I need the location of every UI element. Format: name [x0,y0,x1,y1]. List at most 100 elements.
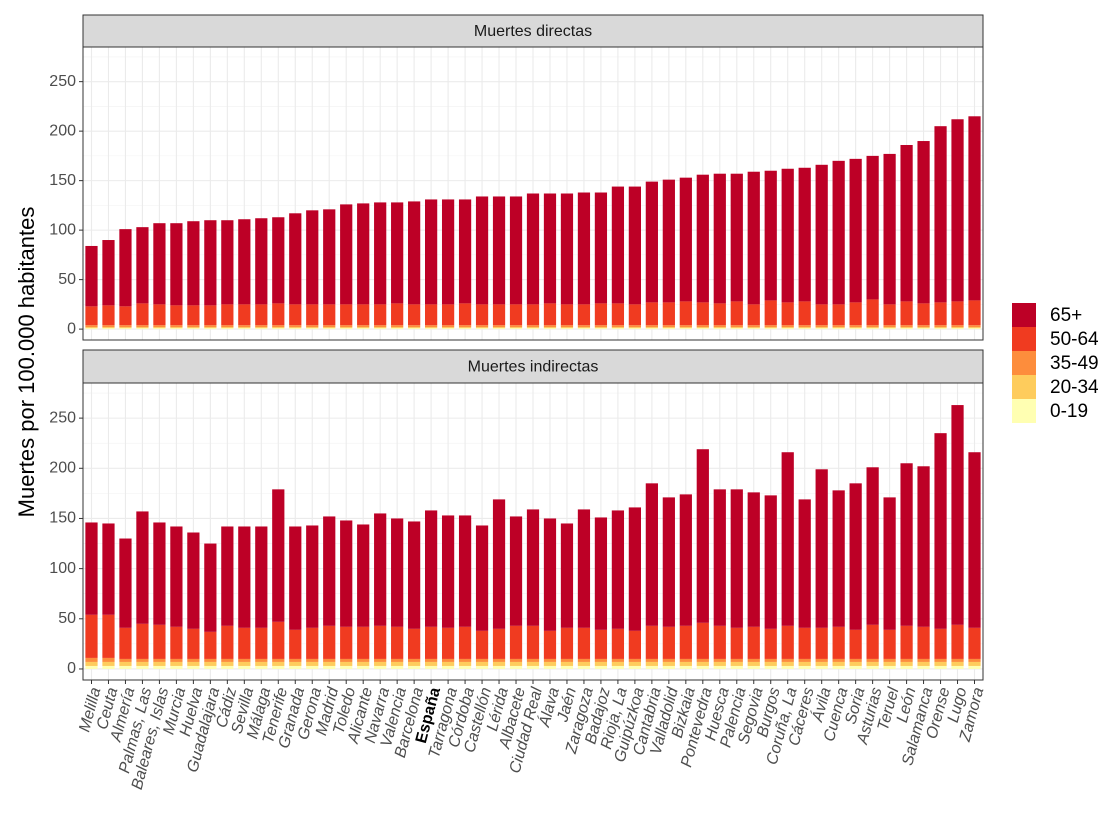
bar-segment [730,328,743,330]
bar-segment [272,661,285,666]
bar-segment [475,658,489,662]
bar-segment [425,199,438,305]
bar-segment [764,327,777,329]
bar-segment [408,521,421,629]
bar-segment [475,525,489,631]
bar-segment [153,304,166,326]
bar-segment [611,661,625,666]
bar-segment [221,325,234,328]
bar-segment [204,631,217,659]
bar-segment [594,517,608,630]
bar-segment [238,327,251,329]
bar-segment [713,658,726,662]
bar-segment [526,665,540,669]
bar-segment [917,141,930,304]
bar-segment [255,325,268,328]
bar-segment [849,328,862,330]
bar-segment [289,327,302,329]
bar-segment [357,328,370,330]
bar-segment [441,627,455,659]
bar-segment [917,303,930,326]
bar-segment [679,177,692,302]
bar-segment [764,495,777,629]
bar-segment [713,489,726,626]
bar-segment [509,658,523,662]
bar-segment [645,327,658,329]
bar-segment [255,218,268,305]
bar-segment [187,658,200,662]
bar-segment [458,199,472,304]
bar-segment [560,627,574,659]
bar-segment [238,328,251,330]
bar-segment [170,305,183,326]
bar-segment [255,661,268,666]
bar-segment [526,509,540,626]
bar-segment [815,469,828,628]
bar-segment [119,327,132,329]
bar-segment [781,327,794,329]
bar-segment [441,665,455,669]
bar-segment [594,328,608,330]
bar-segment [934,628,947,659]
bar-segment [713,173,726,304]
bar-segment [747,658,760,662]
y-tick-label: 150 [49,172,76,189]
bar-segment [153,223,166,305]
bar-segment [153,665,166,669]
bar-segment [526,658,540,662]
bar-segment [272,327,285,329]
bar-segment [781,452,794,626]
bar-segment [340,325,353,328]
bar-segment [679,327,692,329]
bar-segment [119,661,132,666]
bar-segment [560,665,574,669]
bar-segment [119,306,132,326]
bar-segment [255,304,268,326]
bar-segment [866,665,879,669]
bar-segment [832,661,845,666]
bar-segment [679,661,692,666]
bar-segment [306,627,319,659]
bar-segment [170,526,183,627]
bar-segment [628,325,641,328]
bar-segment [696,327,709,329]
bar-segment [492,328,506,330]
bar-segment [289,526,302,630]
bar-segment [323,516,336,626]
bar-segment [153,624,166,659]
bar-segment [221,625,234,659]
bar-segment [323,661,336,666]
y-tick-label: 0 [67,660,76,677]
bar-segment [679,625,692,659]
bar-segment [968,665,981,669]
bar-segment [832,327,845,329]
bar-segment [560,523,574,628]
bar-segment [951,624,964,659]
bar-segment [425,304,438,326]
bar-segment [119,627,132,659]
bar-segment [374,327,387,329]
bar-segment [662,328,675,330]
bar-segment [866,661,879,666]
bar-segment [170,661,183,666]
bar-segment [577,509,591,628]
bar-segment [798,301,811,326]
bar-segment [883,665,896,669]
bar-segment [187,221,200,306]
bar-segment [917,325,930,328]
bar-segment [458,661,472,666]
bar-segment [730,658,743,662]
bar-segment [509,661,523,666]
bar-segment [238,219,251,305]
bar-segment [136,328,149,330]
bar-segment [849,325,862,328]
bar-segment [509,516,523,626]
bar-segment [289,328,302,330]
bar-segment [340,304,353,326]
bar-segment [187,628,200,659]
bar-segment [272,328,285,330]
bar-segment [509,328,523,330]
bar-segment [492,658,506,662]
bar-segment [730,489,743,628]
bar-segment [900,144,913,302]
